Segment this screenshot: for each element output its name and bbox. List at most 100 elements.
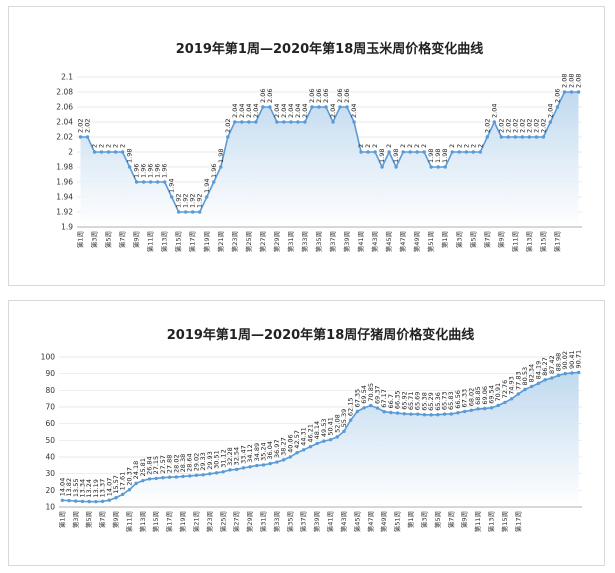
data-label: 28.02 [172, 454, 180, 473]
data-label: 80.53 [521, 367, 529, 386]
data-point [94, 499, 98, 504]
data-label: 2 [364, 144, 372, 148]
x-tick-label: 第13周 [486, 511, 495, 532]
data-point [402, 412, 407, 416]
data-label: 90.02 [561, 351, 569, 370]
x-tick-label: 第17周 [552, 231, 561, 252]
data-point [148, 180, 153, 184]
data-point [550, 376, 554, 380]
data-point [503, 400, 507, 405]
data-point [85, 135, 90, 139]
data-label: 36.97 [273, 439, 281, 458]
x-tick-label: 第17周 [165, 511, 174, 532]
data-point [366, 150, 370, 154]
data-point [362, 406, 366, 410]
data-label: 14.07 [105, 478, 113, 497]
data-label: 65.29 [427, 392, 435, 411]
data-point [233, 120, 237, 124]
corn-price-chart: 2019年第1周—2020年第18周玉米周价格变化曲线1.91.921.941.… [56, 41, 582, 252]
data-point [520, 135, 525, 139]
data-label: 13.34 [78, 479, 86, 498]
series-area [80, 92, 579, 227]
data-label: 20.37 [125, 467, 133, 486]
data-label: 67.35 [353, 389, 361, 408]
y-tick-label: 60 [45, 419, 55, 428]
x-tick-label: 第3周 [90, 231, 99, 248]
x-tick-label: 第13周 [138, 511, 147, 532]
data-label: 2.06 [315, 89, 323, 103]
y-tick-label: 1.92 [56, 208, 73, 217]
y-tick-label: 2.06 [56, 103, 73, 112]
y-tick-label: 2.08 [56, 88, 73, 97]
x-tick-label: 第31周 [286, 231, 295, 252]
data-point [154, 476, 158, 481]
data-label: 90.41 [568, 350, 576, 369]
x-tick-label: 第1周 [76, 231, 85, 248]
data-label: 70.91 [494, 383, 502, 402]
data-point [147, 477, 152, 481]
data-label: 2 [462, 144, 470, 148]
x-tick-label: 第31周 [259, 511, 268, 532]
x-tick-label: 第19周 [202, 231, 211, 252]
x-tick-label: 第9周 [496, 231, 505, 248]
data-point [198, 210, 202, 214]
data-label: 31.12 [219, 449, 227, 468]
data-label: 66.35 [394, 390, 402, 409]
data-label: 17.61 [119, 472, 127, 491]
data-label: 2.06 [259, 89, 267, 103]
data-point [241, 466, 246, 470]
x-tick-label: 第25周 [218, 511, 227, 532]
data-point [169, 195, 174, 199]
data-point [338, 105, 342, 109]
data-label: 68.02 [467, 388, 475, 407]
data-label: 1.94 [168, 179, 176, 193]
data-point [548, 120, 553, 124]
y-tick-label: 30 [45, 469, 55, 478]
data-point [120, 150, 125, 154]
data-label: 65.36 [434, 392, 442, 411]
data-point [380, 165, 384, 169]
data-point [576, 90, 581, 94]
y-tick-label: 1.96 [56, 178, 73, 187]
data-label: 70.85 [367, 383, 375, 402]
data-point [141, 180, 146, 184]
x-tick-label: 第37周 [328, 231, 337, 252]
data-point [295, 451, 299, 455]
data-label: 1.92 [196, 194, 204, 208]
data-point [127, 488, 132, 492]
data-point [67, 498, 71, 503]
data-point [177, 210, 181, 214]
data-label: 2.04 [252, 104, 260, 118]
data-point [513, 135, 518, 139]
data-point [345, 105, 349, 109]
x-tick-label: 第7周 [118, 231, 127, 248]
data-label: 2.02 [497, 119, 505, 133]
data-label: 65.83 [447, 391, 455, 410]
data-point [355, 409, 360, 414]
y-tick-label: 80 [45, 386, 55, 395]
data-label: 66.7 [387, 394, 395, 408]
data-point [530, 384, 534, 389]
data-label: 2.02 [84, 119, 92, 133]
chart-title: 2019年第1周—2020年第18周玉米周价格变化曲线 [176, 41, 484, 57]
data-label: 2.06 [336, 89, 344, 103]
data-label: 35.24 [260, 442, 268, 461]
data-label: 1.96 [133, 164, 141, 178]
x-tick-label: 第41周 [356, 231, 365, 252]
y-tick-label: 2.04 [56, 118, 73, 127]
x-tick-label: 第29周 [245, 511, 254, 532]
data-point [161, 476, 165, 480]
data-point [416, 412, 420, 416]
data-label: 74.93 [508, 376, 516, 395]
data-point [527, 135, 532, 139]
data-label: 1.98 [434, 149, 442, 163]
x-tick-label: 第9周 [111, 511, 120, 528]
data-label: 1.96 [140, 164, 148, 178]
x-tick-label: 第11周 [146, 231, 155, 252]
y-tick-label: 40 [45, 453, 55, 462]
data-point [478, 150, 482, 154]
x-tick-label: 第25周 [244, 231, 253, 252]
data-label: 2.04 [273, 104, 281, 118]
data-label: 28.64 [186, 453, 194, 472]
corn-price-chart-panel: 2019年第1周—2020年第18周玉米周价格变化曲线 1.9 1.92 1.94 1.… [8, 6, 605, 286]
